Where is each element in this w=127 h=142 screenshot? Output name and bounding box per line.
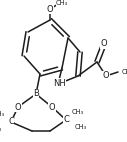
Text: C: C [8,117,14,127]
Text: NH: NH [53,79,65,87]
Text: O: O [103,72,109,81]
Text: B: B [33,89,39,99]
Text: CH₃: CH₃ [72,109,84,115]
Text: O: O [47,5,53,13]
Text: O: O [101,39,107,49]
Text: C: C [63,115,69,125]
Text: CH₃: CH₃ [56,0,68,6]
Text: O: O [49,103,55,111]
Text: CH₃: CH₃ [0,111,5,117]
Text: CH₃: CH₃ [75,124,87,130]
Text: O: O [15,103,21,111]
Text: CH₃: CH₃ [122,69,127,75]
Text: CH₃: CH₃ [0,126,2,132]
